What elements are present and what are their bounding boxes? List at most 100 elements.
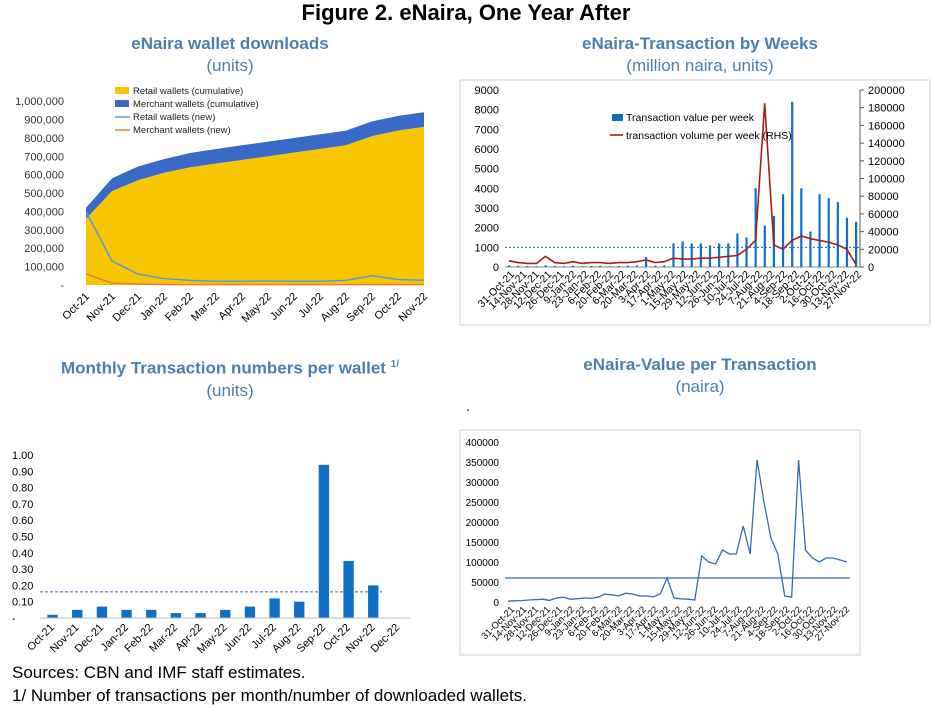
legend-swatch — [115, 100, 129, 107]
monthly-ytick: 0.90 — [12, 466, 33, 478]
weekly-value-bar — [699, 243, 702, 267]
weekly-ytick-right: 120000 — [868, 156, 905, 168]
weekly-value-bar — [663, 265, 666, 267]
weekly-value-bar — [763, 225, 766, 267]
merchant-cumulative-area — [86, 112, 424, 219]
weekly-value-bar — [590, 266, 593, 267]
weekly-ytick-right: 180000 — [868, 103, 905, 115]
weekly-value-bar — [690, 243, 693, 267]
monthly-bar — [195, 613, 206, 618]
weekly-value-bar — [791, 101, 794, 267]
weekly-value-bar — [718, 243, 721, 267]
weekly-value-bar — [535, 266, 538, 267]
legend-label: Merchant wallets (new) — [133, 125, 231, 136]
downloads-ytick: 600,000 — [24, 170, 64, 182]
vpt-ytick: 0 — [493, 598, 499, 609]
weekly-value-bar — [745, 237, 748, 267]
figure-title: Figure 2. eNaira, One Year After — [301, 0, 631, 25]
legend-swatch — [612, 114, 623, 121]
downloads-title: eNaira wallet downloads — [131, 34, 329, 53]
monthly-ytick: 0.40 — [12, 548, 33, 560]
retail-cumulative-area — [86, 126, 424, 285]
downloads-ytick: 200,000 — [24, 243, 64, 255]
weekly-value-bar — [581, 266, 584, 267]
weekly-value-bar — [708, 245, 712, 267]
downloads-ytick: 100,000 — [24, 262, 64, 274]
monthly-chart: - 0.10 0.20 0.30 0.40 0.50 0.60 0.70 0.80 0.90 1.0… — [12, 450, 410, 656]
legend-label: Merchant wallets (cumulative) — [133, 99, 259, 110]
monthly-xtick: Mar-22 — [147, 622, 180, 655]
weekly-value-bar — [599, 265, 602, 267]
monthly-bar — [220, 609, 231, 618]
weekly-ytick-right: 100000 — [868, 174, 905, 186]
monthly-bar — [368, 585, 379, 618]
monthly-bar — [170, 613, 182, 618]
monthly-bar — [96, 606, 108, 618]
downloads-xtick: Mar-22 — [189, 291, 222, 324]
weekly-value-bar — [635, 265, 639, 267]
vpt-ytick: 150000 — [466, 538, 500, 549]
vpt-ytick: 100000 — [466, 558, 500, 569]
monthly-xtick: Jun-22 — [222, 622, 254, 654]
weekly-value-bar — [800, 188, 803, 267]
vpt-chart: 0 50000 100000 150000 200000 250000 300000 3500… — [459, 429, 861, 656]
weekly-ytick-right: 40000 — [868, 227, 899, 239]
vpt-title: eNaira-Value per Transaction — [583, 355, 817, 374]
weekly-ytick-right: 20000 — [868, 244, 899, 256]
weekly-value-bar — [736, 233, 739, 267]
weekly-value-bar — [553, 266, 556, 267]
weekly-subtitle: (million naira, units) — [626, 56, 774, 75]
weekly-value-bar — [845, 217, 849, 267]
weekly-volume-line — [508, 103, 857, 265]
weekly-value-bar — [654, 265, 657, 267]
weekly-value-bar — [571, 265, 575, 267]
weekly-value-bar — [517, 265, 520, 267]
weekly-ytick-right: 140000 — [868, 138, 905, 150]
downloads-ytick: 800,000 — [24, 133, 64, 145]
monthly-ytick: 0.50 — [12, 532, 33, 544]
downloads-ytick: 700,000 — [24, 151, 64, 163]
downloads-ytick: 900,000 — [24, 115, 64, 127]
monthly-bar — [343, 560, 354, 618]
vpt-ytick: 200000 — [466, 518, 500, 529]
vpt-title-block: eNaira-Value per Transaction (naira) — [530, 354, 870, 398]
weekly-value-bar — [508, 265, 511, 267]
downloads-ytick: 500,000 — [24, 188, 64, 200]
monthly-ytick: 0.70 — [12, 499, 33, 511]
weekly-ytick-left: 4000 — [475, 183, 499, 195]
weekly-ytick-right: 0 — [868, 262, 874, 274]
weekly-ytick-left: 5000 — [475, 164, 499, 176]
weekly-ytick-left: 0 — [493, 262, 499, 274]
vpt-line — [507, 459, 848, 602]
weekly-ytick-left: 6000 — [475, 144, 499, 156]
weekly-chart: 0 1000 2000 3000 4000 5000 6000 7000 8000 9000 0 20… — [459, 79, 931, 326]
downloads-xtick: Jun-22 — [268, 291, 300, 323]
monthly-bar — [72, 609, 83, 618]
monthly-ytick: 0.20 — [12, 580, 33, 592]
vpt-ytick: 400000 — [466, 438, 500, 449]
weekly-value-bar — [681, 241, 684, 267]
footnote: 1/ Number of transactions per month/numb… — [12, 686, 527, 705]
weekly-value-bar — [836, 202, 839, 267]
monthly-ytick: 1.00 — [12, 450, 33, 462]
downloads-ytick: 300,000 — [24, 225, 64, 237]
legend-label: Retail wallets (cumulative) — [133, 86, 243, 97]
weekly-value-bar — [727, 243, 730, 267]
downloads-subtitle: (units) — [206, 56, 254, 75]
vpt-ytick: 300000 — [466, 478, 500, 489]
weekly-value-bar — [855, 221, 858, 267]
weekly-frame — [459, 79, 931, 326]
downloads-ytick: 400,000 — [24, 206, 64, 218]
merchant-new-line — [85, 273, 424, 286]
monthly-ytick: - — [12, 613, 16, 625]
monthly-ytick: 0.10 — [12, 597, 33, 609]
monthly-bar — [269, 598, 280, 618]
legend-label: Retail wallets (new) — [133, 112, 215, 123]
monthly-ytick: 0.80 — [12, 483, 33, 495]
monthly-title: Monthly Transaction numbers per wallet 1… — [20, 354, 440, 380]
vpt-ytick: 50000 — [471, 578, 499, 589]
retail-new-line — [85, 211, 425, 283]
sources-note: Sources: CBN and IMF staff estimates. — [12, 663, 306, 682]
weekly-ytick-left: 3000 — [475, 203, 499, 215]
downloads-title-block: eNaira wallet downloads (units) — [60, 33, 400, 77]
